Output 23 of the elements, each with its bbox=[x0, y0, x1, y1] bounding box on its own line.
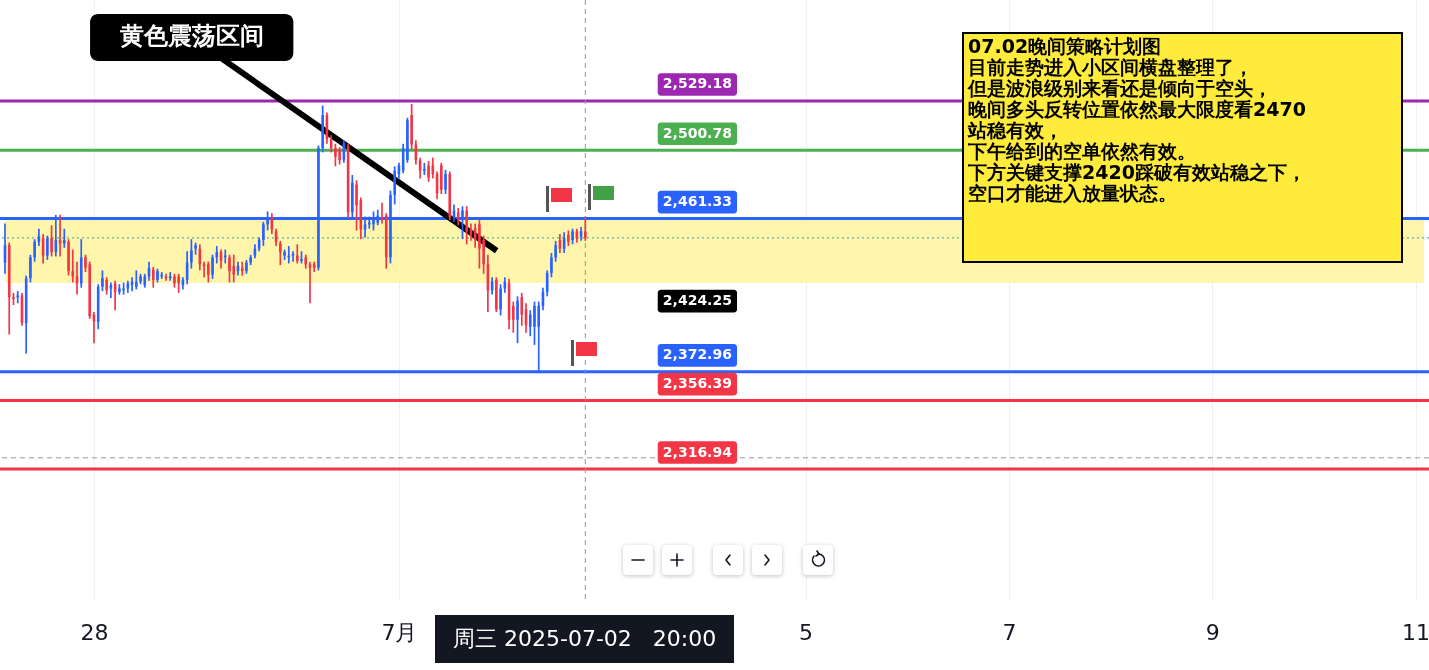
annotation: 黄色震荡区间 bbox=[118, 22, 264, 51]
annotation: 站稳有效， bbox=[968, 119, 1063, 141]
x-tick-label: 5 bbox=[799, 619, 814, 645]
annotation: 晚间多头反转位置依然最大限度看2470 bbox=[968, 98, 1307, 120]
x-tick-label: 11 bbox=[1402, 619, 1429, 645]
ref-line-label: 2,356.39 bbox=[662, 375, 732, 392]
x-tick-label: 9 bbox=[1205, 619, 1220, 645]
annotation: 目前走势进入小区间横盘整理了， bbox=[968, 56, 1254, 78]
ref-line-label: 2,500.78 bbox=[662, 124, 732, 141]
ref-line-label: 2,529.18 bbox=[662, 75, 732, 92]
annotation: 下方关键支撑2420踩破有效站稳之下， bbox=[968, 161, 1307, 183]
ref-line-label: 2,316.94 bbox=[662, 443, 733, 460]
x-tick-label: 7月 bbox=[381, 619, 418, 645]
annotation: 07.02晚间策略计划图 bbox=[968, 35, 1163, 57]
annotation: 但是波浪级别来看还是倾向于空头， bbox=[968, 77, 1273, 99]
ref-line-label: 周三 2025-07-02 20:00 bbox=[435, 615, 735, 663]
ref-line-label: 2,372.96 bbox=[662, 346, 732, 363]
annotation: 下午给到的空单依然有效。 bbox=[968, 140, 1197, 162]
x-tick-label: 7 bbox=[1002, 619, 1017, 645]
x-tick-label: 28 bbox=[80, 619, 109, 645]
annotation: 空口才能进入放量状态。 bbox=[968, 182, 1178, 204]
band-label: 2,424.25 bbox=[662, 292, 732, 309]
ref-line-label: 2,461.33 bbox=[662, 193, 732, 210]
